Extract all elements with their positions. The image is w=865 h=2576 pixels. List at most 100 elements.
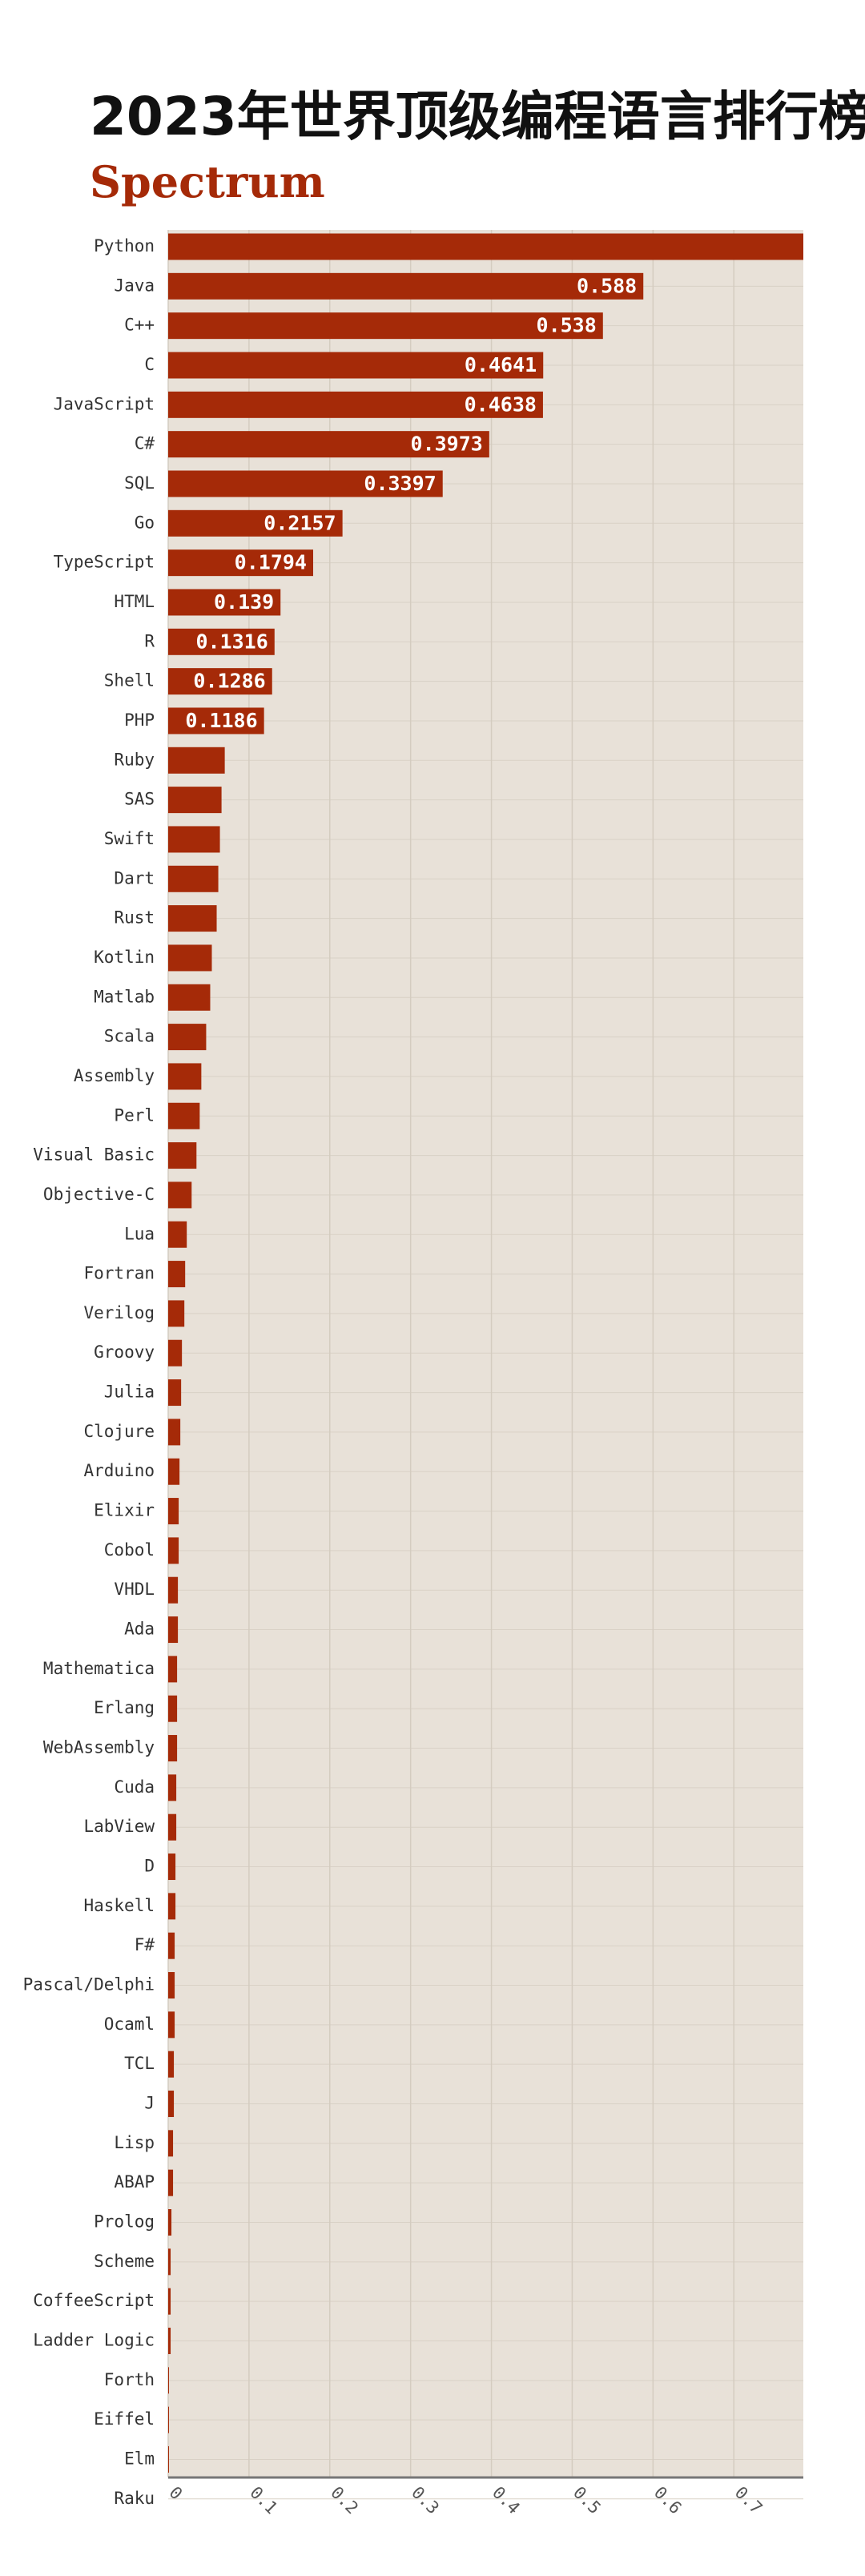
bar	[168, 1972, 175, 1999]
y-tick-label: Objective-C	[43, 1185, 155, 1204]
bar	[168, 707, 264, 735]
y-tick-label: Ada	[124, 1620, 155, 1639]
bar	[168, 1537, 179, 1564]
y-tick-label: C++	[124, 316, 155, 335]
y-tick-label: Java	[114, 276, 155, 295]
y-tick-label: Go	[135, 513, 155, 532]
bar	[168, 233, 803, 260]
bar	[168, 1142, 197, 1169]
bar	[168, 984, 211, 1011]
y-tick-label: Clojure	[83, 1422, 155, 1441]
y-tick-label: Haskell	[83, 1896, 155, 1915]
bar	[168, 470, 443, 497]
y-tick-label: Eiffel	[94, 2409, 155, 2429]
y-tick-label: Lua	[124, 1224, 155, 1243]
y-tick-label: D	[144, 1857, 155, 1876]
data-label: 0.3397	[364, 472, 436, 495]
y-tick-label: Pascal/Delphi	[23, 1975, 155, 1994]
y-tick-label: Kotlin	[94, 948, 155, 967]
bar	[168, 668, 272, 695]
y-tick-label: SQL	[124, 473, 155, 493]
data-label: 0.4638	[465, 392, 537, 416]
bar	[168, 2209, 172, 2236]
y-tick-label: Elixir	[94, 1501, 155, 1520]
x-tick-label: 0.5	[569, 2483, 605, 2518]
bar	[168, 549, 313, 577]
bar	[168, 1221, 187, 1248]
data-label: 0.538	[537, 314, 597, 337]
x-tick-label: 0.6	[650, 2483, 686, 2518]
bar	[168, 826, 220, 853]
bar	[168, 2130, 174, 2157]
bar	[168, 2445, 170, 2473]
bar	[168, 1181, 192, 1209]
bar	[168, 2169, 174, 2196]
y-tick-label: Cuda	[114, 1777, 155, 1797]
bar	[168, 787, 222, 814]
y-tick-label: Perl	[114, 1105, 155, 1125]
y-tick-label: Julia	[104, 1383, 155, 1402]
bar	[168, 1656, 178, 1683]
y-tick-label: Cobol	[104, 1540, 155, 1560]
chart-subtitle: Spectrum	[90, 156, 325, 207]
bar	[168, 1576, 179, 1604]
y-tick-label: C	[144, 355, 155, 374]
y-tick-label: F#	[135, 1935, 155, 1954]
y-tick-label: HTML	[114, 592, 155, 611]
y-tick-label: Ladder Logic	[33, 2330, 155, 2349]
bar	[168, 865, 219, 892]
y-tick-label: Dart	[114, 868, 155, 888]
bar	[168, 628, 275, 655]
bar	[168, 905, 217, 932]
bar	[168, 509, 343, 537]
bar	[168, 1419, 181, 1446]
y-tick-label: TCL	[124, 2054, 155, 2073]
y-tick-label: ABAP	[114, 2172, 155, 2192]
y-tick-label: Raku	[114, 2489, 155, 2508]
x-tick-label: 0.3	[408, 2483, 443, 2518]
data-label: 0.588	[577, 274, 637, 297]
bar	[168, 391, 543, 418]
bar	[168, 352, 544, 379]
bar	[168, 1735, 178, 1762]
bar	[168, 2051, 175, 2078]
bar	[168, 1379, 182, 1407]
y-tick-label: Verilog	[83, 1303, 155, 1322]
bar	[168, 1932, 175, 1959]
bar	[168, 2248, 171, 2276]
y-tick-label: R	[144, 631, 155, 650]
y-tick-label: Scala	[104, 1027, 155, 1046]
bar	[168, 1854, 176, 1881]
bar	[168, 2011, 175, 2039]
y-tick-label: Swift	[104, 829, 155, 848]
y-tick-label: Forth	[104, 2370, 155, 2389]
y-tick-label: Lisp	[114, 2133, 155, 2152]
bar	[168, 1616, 179, 1644]
y-tick-label: Shell	[104, 671, 155, 690]
bar	[168, 431, 489, 458]
bar	[168, 1813, 177, 1841]
y-tick-label: Rust	[114, 908, 155, 928]
y-tick-label: Fortran	[83, 1264, 155, 1283]
y-tick-label: Erlang	[94, 1698, 155, 1717]
y-tick-label: SAS	[124, 790, 155, 809]
data-label: 0.3973	[411, 433, 483, 456]
bar	[168, 2091, 175, 2118]
bar	[168, 2288, 171, 2315]
x-tick-label: 0.7	[731, 2483, 766, 2518]
y-tick-label: Mathematica	[43, 1659, 155, 1678]
data-label: 0.1286	[193, 670, 265, 693]
data-label: 0.1794	[235, 551, 307, 574]
bar	[168, 2367, 170, 2394]
bar	[168, 1774, 177, 1801]
chart-title: 2023年世界顶级编程语言排行榜	[90, 86, 865, 147]
y-tick-label: Prolog	[94, 2212, 155, 2232]
y-tick-label: WebAssembly	[43, 1738, 155, 1757]
bar	[168, 1261, 186, 1288]
bar	[168, 1695, 178, 1722]
bar	[168, 1063, 202, 1090]
x-tick-label: 0.4	[489, 2483, 524, 2518]
bar	[168, 2327, 171, 2354]
data-label: 0.2157	[264, 511, 336, 534]
